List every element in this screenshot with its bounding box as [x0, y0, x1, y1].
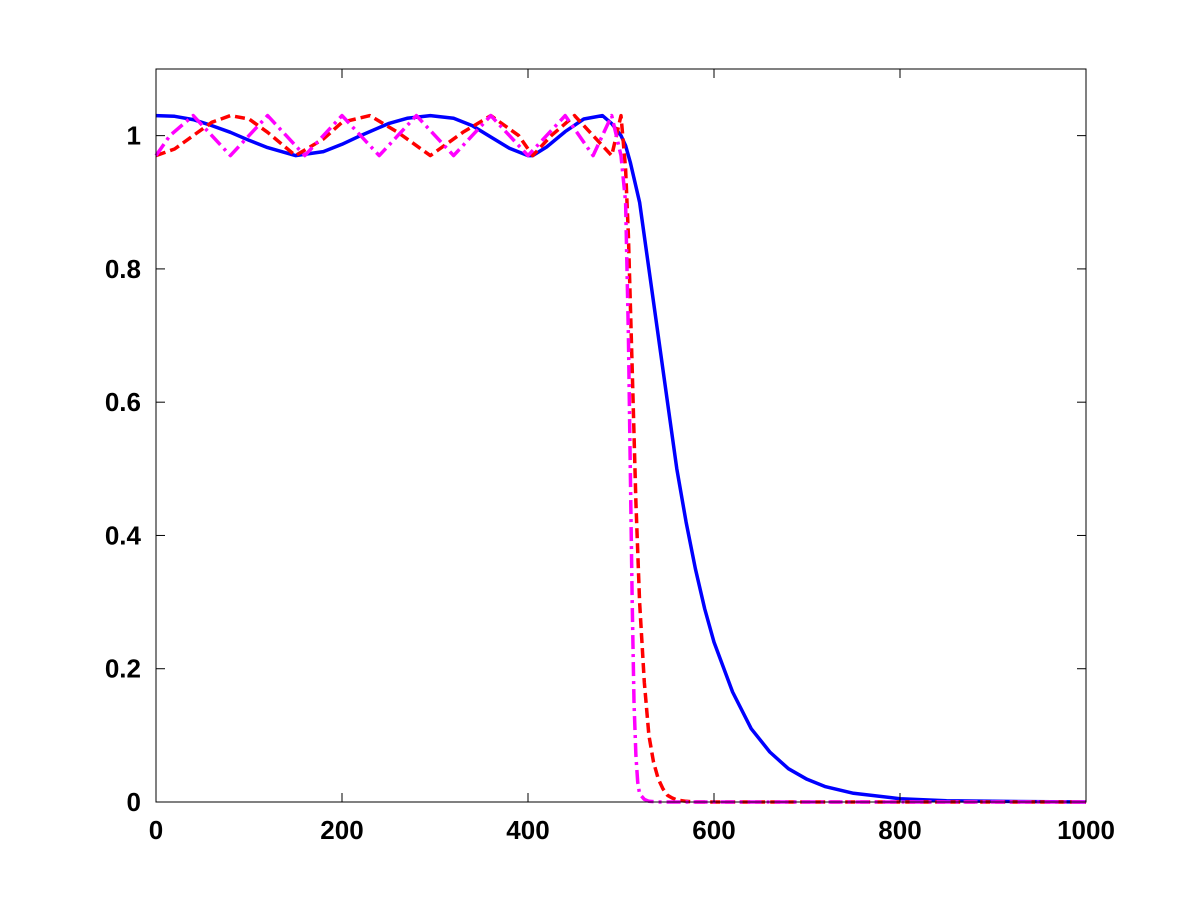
y-tick-label: 0.4 [105, 520, 142, 550]
axes-frame [155, 68, 1087, 803]
x-tick-label: 0 [149, 815, 163, 845]
series-layer [154, 113, 1087, 804]
x-tick-label: 1000 [1057, 815, 1115, 845]
y-tick-label: 0.8 [105, 254, 141, 284]
y-tick-label: 1 [127, 121, 141, 151]
tick-layer: 0 200 400 600 800 1000 0 0.2 0.4 0.6 0.8 1 [105, 69, 1115, 845]
x-tick-label: 600 [692, 815, 735, 845]
series-line-1 [155, 113, 1087, 804]
x-tick-label: 200 [320, 815, 363, 845]
x-tick-label: 800 [878, 815, 921, 845]
series-line-3 [154, 113, 1086, 804]
y-tick-label: 0.2 [105, 654, 141, 684]
y-tick-label: 0.6 [105, 387, 141, 417]
series-line-2 [155, 113, 1086, 804]
y-tick-label: 0 [127, 787, 141, 817]
x-tick-label: 400 [506, 815, 549, 845]
